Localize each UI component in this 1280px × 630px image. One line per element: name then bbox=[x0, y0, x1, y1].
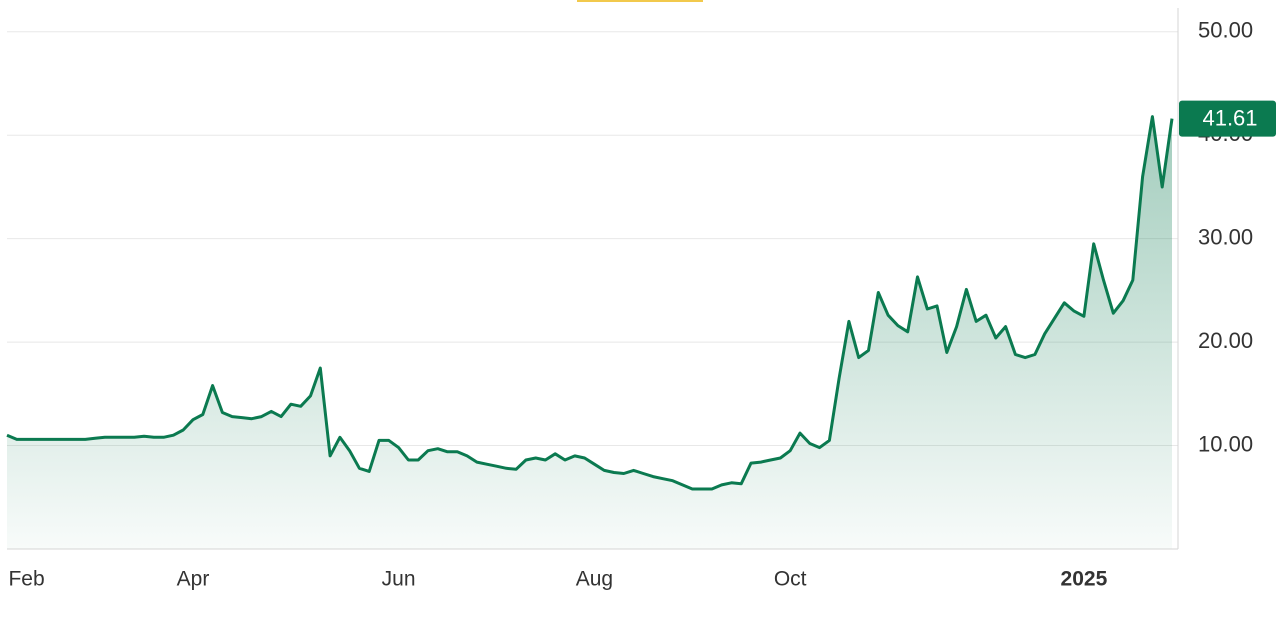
top-accent bbox=[577, 0, 703, 2]
y-tick-label: 10.00 bbox=[1198, 431, 1253, 456]
y-tick-label: 20.00 bbox=[1198, 328, 1253, 353]
y-tick-label: 30.00 bbox=[1198, 224, 1253, 249]
x-tick-label: Apr bbox=[177, 568, 210, 591]
plot bbox=[6, 115, 1174, 549]
last-price-badge bbox=[1179, 100, 1276, 137]
labels: 10.0020.0030.0040.0050.00FebAprJunAugOct… bbox=[8, 18, 1276, 591]
area bbox=[7, 116, 1172, 549]
last-price-label: 41.61 bbox=[1202, 105, 1257, 130]
x-tick-label: Oct bbox=[774, 568, 807, 591]
y-tick-label: 50.00 bbox=[1198, 18, 1253, 43]
x-tick-label: 2025 bbox=[1061, 568, 1108, 591]
x-tick-label: Feb bbox=[8, 568, 44, 591]
x-tick-label: Jun bbox=[382, 568, 416, 591]
price-line bbox=[6, 115, 1174, 491]
x-tick-label: Aug bbox=[576, 568, 613, 591]
